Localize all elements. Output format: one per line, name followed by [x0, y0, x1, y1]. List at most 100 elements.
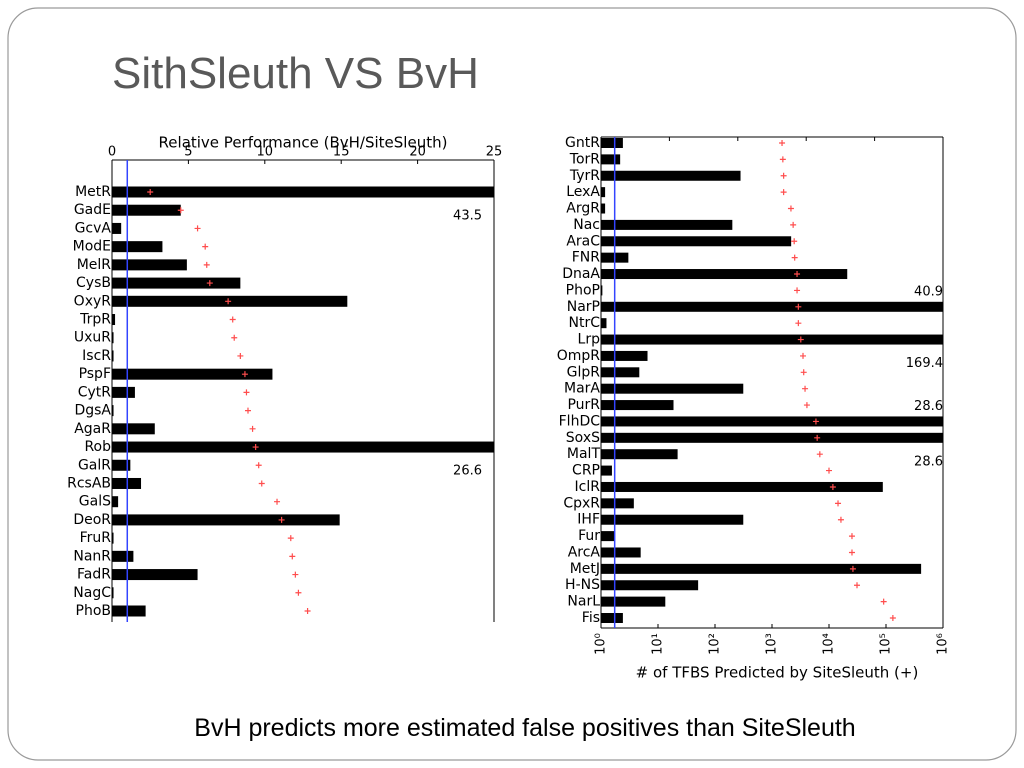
x2-tick-label: 10⁰ [594, 633, 609, 655]
bar [601, 498, 634, 509]
bar [112, 532, 114, 544]
plus-marker [295, 589, 302, 596]
plus-marker [790, 221, 797, 228]
category-label: UxuR [74, 330, 111, 346]
x-tick-label: 20 [409, 145, 426, 160]
category-label: NagC [73, 585, 111, 601]
axis-title: Relative Performance (BvH/SiteSleuth) [159, 134, 448, 152]
value-label: 26.6 [453, 464, 482, 479]
plus-marker [292, 571, 299, 578]
bar [601, 334, 943, 345]
category-label: DnaA [562, 266, 600, 282]
category-label: CRP [572, 463, 600, 479]
bar [601, 596, 666, 607]
category-label: MarA [564, 381, 600, 397]
category-label: FadR [77, 567, 111, 583]
plus-marker [278, 516, 285, 523]
category-label: MetJ [570, 561, 600, 577]
plus-marker [800, 352, 807, 359]
slide-title: SithSleuth VS BvH [112, 49, 479, 98]
bar [601, 416, 943, 427]
bar [601, 400, 674, 411]
category-label: GlpR [567, 364, 601, 380]
plus-marker [255, 462, 262, 469]
bar [112, 496, 119, 508]
bar [112, 204, 181, 216]
category-label: CytR [78, 384, 112, 400]
category-label: TyrR [569, 168, 600, 184]
plus-marker [795, 320, 802, 327]
bar [601, 514, 744, 525]
plus-marker [812, 418, 819, 425]
bar [112, 405, 114, 417]
bar [601, 383, 744, 394]
plus-marker [780, 189, 787, 196]
plus-marker [835, 500, 842, 507]
plus-marker [231, 334, 238, 341]
category-label: OxyR [74, 293, 112, 309]
category-label: GcvA [75, 220, 112, 236]
plus-marker [800, 369, 807, 376]
category-label: Fis [582, 610, 600, 626]
plus-marker [252, 444, 259, 451]
value-label: 43.5 [453, 209, 482, 224]
plus-marker [797, 336, 804, 343]
bar [601, 367, 640, 378]
category-label: PhoB [76, 603, 112, 619]
bar [601, 547, 641, 558]
category-label: GntR [565, 135, 600, 151]
bar [112, 277, 241, 289]
plus-marker [203, 261, 210, 268]
plus-marker [241, 371, 248, 378]
value-label: 40.9 [914, 284, 943, 299]
category-label: FlhDC [559, 413, 601, 429]
bar [601, 203, 606, 214]
x-tick-label: 25 [486, 145, 503, 160]
category-label: LexA [566, 184, 600, 200]
plus-marker [779, 156, 786, 163]
category-label: NarL [567, 594, 600, 610]
axis-title: # of TFBS Predicted by SiteSleuth (+) [636, 664, 919, 682]
bar [601, 531, 615, 542]
category-label: DeoR [73, 512, 111, 528]
slide-caption: BvH predicts more estimated false positi… [194, 714, 855, 742]
bar [601, 350, 648, 361]
category-label: AgaR [74, 421, 111, 437]
plus-marker [795, 303, 802, 310]
x2-tick-label: 10⁵ [879, 633, 894, 655]
bar [112, 459, 131, 471]
bar [601, 449, 678, 460]
category-label: Fur [578, 528, 600, 544]
plus-marker [147, 189, 154, 195]
plus-marker [854, 582, 861, 589]
bar [112, 222, 122, 234]
plus-marker [848, 549, 855, 556]
x2-tick-label: 10² [708, 633, 723, 655]
plus-marker [803, 402, 810, 409]
bar [601, 301, 943, 312]
bar [112, 514, 340, 526]
bar [112, 386, 135, 398]
plus-marker [889, 615, 896, 621]
value-label: 28.6 [914, 399, 943, 414]
bar [112, 587, 114, 599]
plus-marker [177, 207, 184, 214]
category-label: GalS [79, 494, 111, 510]
category-label: PspF [79, 366, 111, 382]
category-label: ArcA [568, 544, 601, 560]
plus-marker [802, 385, 809, 392]
bar [601, 154, 621, 165]
category-label: H-NS [565, 577, 600, 593]
bar [112, 569, 198, 581]
category-label: RcsAB [67, 475, 111, 491]
slide-frame [7, 7, 1017, 761]
category-label: OmpR [557, 348, 601, 364]
category-label: GalR [78, 457, 111, 473]
bar [112, 241, 163, 253]
category-label: PurR [567, 397, 600, 413]
plus-marker [814, 434, 821, 441]
x-tick-label: 15 [333, 145, 350, 160]
category-label: SoxS [566, 430, 600, 446]
plus-marker [849, 565, 856, 572]
bar [601, 318, 607, 329]
